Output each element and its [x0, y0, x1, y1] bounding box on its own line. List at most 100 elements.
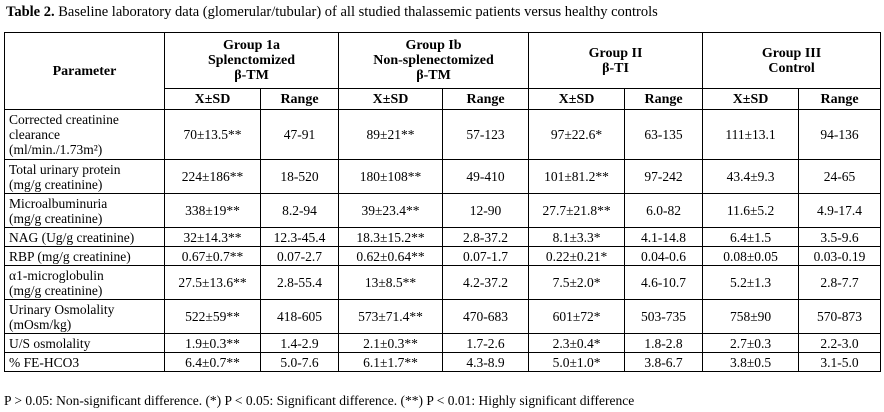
value-cell: 470-683: [442, 299, 530, 334]
parameter-cell: % FE-HCO3: [4, 352, 165, 372]
value-cell: 0.07-2.7: [259, 246, 340, 266]
value-cell: 32±14.3**: [164, 227, 261, 247]
value-cell: 2.8-55.4: [259, 265, 340, 300]
value-cell: 97±22.6*: [528, 109, 626, 160]
value-cell: 97-242: [624, 159, 704, 194]
value-cell: 522±59**: [164, 299, 261, 334]
value-cell: 70±13.5**: [164, 109, 261, 160]
value-cell: 503-735: [624, 299, 704, 334]
value-cell: 0.04-0.6: [624, 246, 704, 266]
value-cell: 24-65: [798, 159, 882, 194]
value-cell: 43.4±9.3: [702, 159, 800, 194]
table-row: α1-microglobulin (mg/g creatinine) 27.5±…: [4, 265, 882, 300]
value-cell: 2.2-3.0: [798, 333, 882, 353]
value-cell: 1.7-2.6: [442, 333, 530, 353]
value-cell: 0.62±0.64**: [338, 246, 444, 266]
value-cell: 0.03-0.19: [798, 246, 882, 266]
value-cell: 6.0-82: [624, 193, 704, 228]
value-cell: 94-136: [798, 109, 882, 160]
value-cell: 1.8-2.8: [624, 333, 704, 353]
caption-text: Baseline laboratory data (glomerular/tub…: [54, 4, 658, 20]
value-cell: 570-873: [798, 299, 882, 334]
value-cell: 6.4±1.5: [702, 227, 800, 247]
value-cell: 7.5±2.0*: [528, 265, 626, 300]
table-row: Urinary Osmolality (mOsm/kg) 522±59** 41…: [4, 299, 882, 334]
value-cell: 57-123: [442, 109, 530, 160]
value-cell: 101±81.2**: [528, 159, 626, 194]
value-cell: 11.6±5.2: [702, 193, 800, 228]
value-cell: 2.7±0.3: [702, 333, 800, 353]
group-2-header: Group II β-TI: [528, 32, 704, 89]
table-row: NAG (Ug/g creatinine) 32±14.3** 12.3-45.…: [4, 227, 882, 247]
lab-data-table: Parameter Group 1a Splenctomized β-TM Gr…: [4, 32, 882, 372]
header-row-groups: Parameter Group 1a Splenctomized β-TM Gr…: [4, 32, 882, 110]
value-cell: 601±72*: [528, 299, 626, 334]
range-header: Range: [259, 88, 340, 110]
value-cell: 63-135: [624, 109, 704, 160]
value-cell: 8.2-94: [259, 193, 340, 228]
value-cell: 18-520: [259, 159, 340, 194]
value-cell: 224±186**: [164, 159, 261, 194]
value-cell: 5.0-7.6: [259, 352, 340, 372]
parameter-header: Parameter: [4, 32, 165, 110]
parameter-cell: Corrected creatinine clearance (ml/min./…: [4, 109, 165, 160]
caption-label: Table 2.: [6, 4, 55, 20]
parameter-cell: NAG (Ug/g creatinine): [4, 227, 165, 247]
value-cell: 2.1±0.3**: [338, 333, 444, 353]
parameter-cell: α1-microglobulin (mg/g creatinine): [4, 265, 165, 300]
range-header: Range: [624, 88, 704, 110]
value-cell: 49-410: [442, 159, 530, 194]
value-cell: 3.8±0.5: [702, 352, 800, 372]
parameter-cell: Total urinary protein (mg/g creatinine): [4, 159, 165, 194]
value-cell: 89±21**: [338, 109, 444, 160]
value-cell: 758±90: [702, 299, 800, 334]
value-cell: 4.2-37.2: [442, 265, 530, 300]
mean-sd-header: X±SD: [338, 88, 444, 110]
value-cell: 2.3±0.4*: [528, 333, 626, 353]
table-row: RBP (mg/g creatinine) 0.67±0.7** 0.07-2.…: [4, 246, 882, 266]
value-cell: 3.1-5.0: [798, 352, 882, 372]
parameter-cell: RBP (mg/g creatinine): [4, 246, 165, 266]
value-cell: 13±8.5**: [338, 265, 444, 300]
value-cell: 12.3-45.4: [259, 227, 340, 247]
mean-sd-header: X±SD: [702, 88, 800, 110]
group-1b-header: Group Ib Non-splenectomized β-TM: [338, 32, 530, 89]
value-cell: 27.5±13.6**: [164, 265, 261, 300]
value-cell: 4.9-17.4: [798, 193, 882, 228]
value-cell: 0.67±0.7**: [164, 246, 261, 266]
value-cell: 418-605: [259, 299, 340, 334]
table-row: U/S osmolality 1.9±0.3** 1.4-2.9 2.1±0.3…: [4, 333, 882, 353]
parameter-cell: U/S osmolality: [4, 333, 165, 353]
value-cell: 4.6-10.7: [624, 265, 704, 300]
range-header: Range: [442, 88, 530, 110]
value-cell: 6.1±1.7**: [338, 352, 444, 372]
value-cell: 338±19**: [164, 193, 261, 228]
parameter-cell: Microalbuminuria (mg/g creatinine): [4, 193, 165, 228]
value-cell: 4.1-14.8: [624, 227, 704, 247]
value-cell: 8.1±3.3*: [528, 227, 626, 247]
value-cell: 2.8-7.7: [798, 265, 882, 300]
table-row: Total urinary protein (mg/g creatinine) …: [4, 159, 882, 194]
value-cell: 5.2±1.3: [702, 265, 800, 300]
group-3-header: Group III Control: [702, 32, 882, 89]
value-cell: 12-90: [442, 193, 530, 228]
value-cell: 47-91: [259, 109, 340, 160]
parameter-cell: Urinary Osmolality (mOsm/kg): [4, 299, 165, 334]
value-cell: 573±71.4**: [338, 299, 444, 334]
table-footnote: P > 0.05: Non-significant difference. (*…: [4, 393, 635, 408]
value-cell: 39±23.4**: [338, 193, 444, 228]
value-cell: 3.5-9.6: [798, 227, 882, 247]
value-cell: 4.3-8.9: [442, 352, 530, 372]
value-cell: 0.22±0.21*: [528, 246, 626, 266]
table-row: Microalbuminuria (mg/g creatinine) 338±1…: [4, 193, 882, 228]
group-1a-header: Group 1a Splenctomized β-TM: [163, 32, 340, 89]
value-cell: 27.7±21.8**: [528, 193, 626, 228]
value-cell: 0.08±0.05: [702, 246, 800, 266]
header-row-stats: X±SD Range X±SD Range X±SD Range X±SD Ra…: [5, 88, 882, 110]
table-row: Corrected creatinine clearance (ml/min./…: [4, 109, 882, 160]
value-cell: 111±13.1: [702, 109, 800, 160]
value-cell: 2.8-37.2: [442, 227, 530, 247]
value-cell: 5.0±1.0*: [528, 352, 626, 372]
table-row: % FE-HCO3 6.4±0.7** 5.0-7.6 6.1±1.7** 4.…: [4, 352, 882, 372]
value-cell: 1.4-2.9: [259, 333, 340, 353]
